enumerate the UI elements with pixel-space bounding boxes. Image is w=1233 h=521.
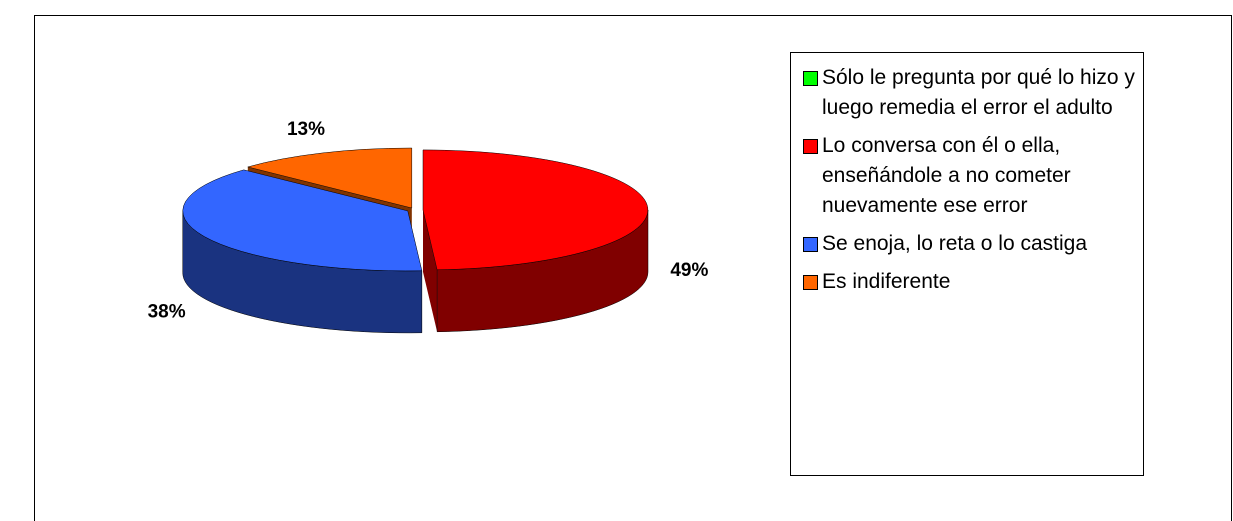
legend-swatch bbox=[803, 275, 818, 290]
data-label: 49% bbox=[670, 260, 708, 281]
slice bbox=[246, 147, 413, 209]
slice bbox=[182, 169, 423, 272]
slice-wall bbox=[422, 209, 438, 332]
legend-label: Sólo le pregunta por qué lo hizo y luego… bbox=[822, 66, 1135, 119]
legend-label: Lo conversa con él o ella, enseñándole a… bbox=[822, 134, 1071, 217]
frame bbox=[34, 15, 1232, 521]
data-label: 38% bbox=[148, 302, 186, 323]
legend-swatch bbox=[803, 237, 818, 252]
slice bbox=[422, 149, 649, 271]
legend: Sólo le pregunta por qué lo hizo y luego… bbox=[790, 52, 1144, 476]
legend-entry: Es indiferente bbox=[803, 267, 1135, 297]
legend-entry: Sólo le pregunta por qué lo hizo y luego… bbox=[803, 63, 1135, 123]
legend-label: Se enoja, lo reta o lo castiga bbox=[822, 232, 1088, 255]
legend-entry: Lo conversa con él o ella, enseñándole a… bbox=[803, 131, 1135, 221]
legend-entry: Se enoja, lo reta o lo castiga bbox=[803, 229, 1135, 259]
data-label: 13% bbox=[287, 119, 325, 140]
legend-swatch bbox=[803, 139, 818, 154]
legend-label: Es indiferente bbox=[822, 270, 951, 293]
legend-swatch bbox=[803, 71, 818, 86]
